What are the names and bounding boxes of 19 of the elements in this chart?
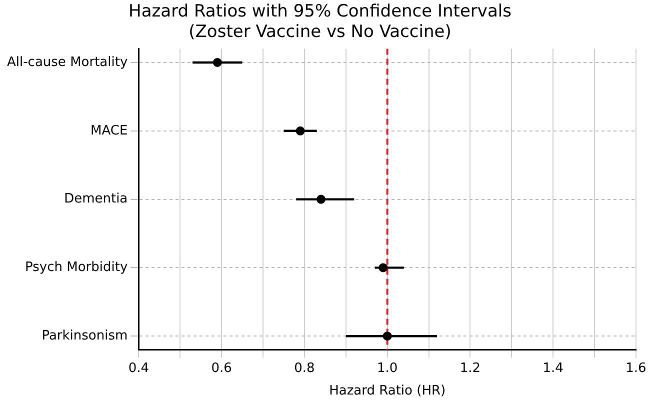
y-tick-label: Dementia <box>64 192 128 207</box>
point <box>382 332 392 341</box>
x-tick-label: 1.0 <box>376 360 398 376</box>
y-tick-label: MACE <box>90 123 128 138</box>
point <box>296 126 305 136</box>
x-tick-label: 0.4 <box>128 360 149 376</box>
x-tick-label: 1.6 <box>626 360 646 376</box>
x-axis-title: Hazard Ratio (HR) <box>329 384 446 399</box>
y-tick-label: Parkinsonism <box>42 328 128 344</box>
y-tick-label: Psych Morbidity <box>25 260 128 276</box>
point <box>212 58 222 67</box>
point <box>378 263 388 272</box>
x-tick-label: 0.8 <box>294 360 315 376</box>
point <box>316 194 326 204</box>
x-tick-label: 1.2 <box>460 360 481 376</box>
x-tick-label: 0.6 <box>211 360 232 376</box>
chart-title: Hazard Ratios with 95% Confidence Intervals (Zoster Vaccine vs No Vaccine) <box>128 2 512 42</box>
y-tick-label: All-cause Mortality <box>7 54 128 70</box>
x-tick-label: 1.4 <box>542 360 564 376</box>
